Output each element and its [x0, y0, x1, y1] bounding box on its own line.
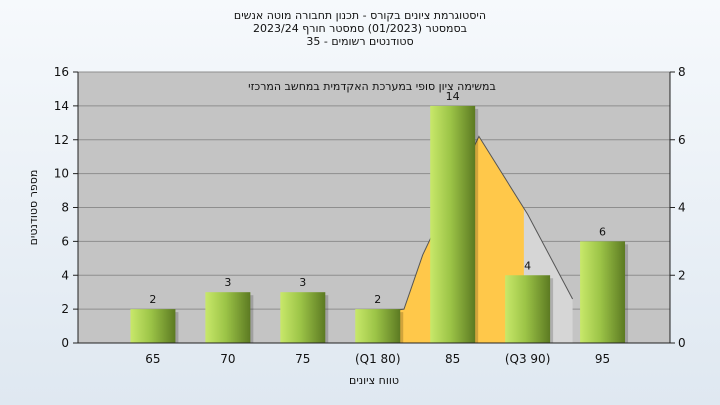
chart-title-line-3: סטודנטים רשומים - 35	[306, 35, 414, 48]
y-tick-label: 10	[54, 167, 69, 181]
bars-group	[130, 105, 629, 343]
y2-tick-label: 2	[678, 268, 686, 282]
x-tick-label: (Q1 80)	[355, 352, 401, 366]
data-label: 3	[299, 276, 306, 289]
y-axis-title: מספר סטודנטים	[27, 170, 40, 246]
x-tick-label: 65	[145, 352, 160, 366]
x-tick-label: 70	[220, 352, 235, 366]
bar	[130, 309, 176, 343]
data-label: 4	[524, 259, 531, 272]
data-label: 14	[446, 90, 460, 103]
y-tick-label: 2	[61, 302, 69, 316]
bar	[355, 309, 401, 343]
x-axis-title: טווח ציונים	[349, 374, 399, 387]
data-labels-group: 2 3 3 2 14 4 6	[149, 90, 606, 306]
y-tick-label: 4	[61, 268, 69, 282]
data-label: 2	[149, 293, 156, 306]
x-tick-label: (Q3 90)	[505, 352, 551, 366]
y2-tick-label: 4	[678, 201, 686, 215]
y2-tick-label: 0	[678, 336, 686, 350]
y2-tick-label: 6	[678, 133, 686, 147]
bar	[280, 292, 326, 343]
data-label: 2	[374, 293, 381, 306]
y2-tick-label: 8	[678, 65, 686, 79]
data-label: 3	[224, 276, 231, 289]
bar	[205, 292, 251, 343]
chart-title-line-2: בסמסטר (01/2023) סמסטר חורף 2023/24	[253, 22, 467, 35]
y-tick-label: 14	[54, 99, 69, 113]
bar	[430, 105, 476, 343]
x-tick-label: 95	[595, 352, 610, 366]
bar	[505, 275, 551, 343]
x-tick-label: 75	[295, 352, 310, 366]
chart-annotation: במשימה ציון סופי במערכת האקדמית במחשב המ…	[248, 80, 496, 93]
x-tick-label: 85	[445, 352, 460, 366]
y-tick-label: 6	[61, 234, 69, 248]
data-label: 6	[599, 225, 606, 238]
y-tick-label: 0	[61, 336, 69, 350]
y-tick-label: 16	[54, 65, 69, 79]
axes-group: 0 2 4 6 8 10 12 14 16 0 2 4 6 8 65 70 75 (Q1 80) 85 (Q3 90)…	[54, 65, 686, 366]
bar	[580, 241, 626, 343]
y-tick-label: 12	[54, 133, 69, 147]
y-tick-label: 8	[61, 201, 69, 215]
chart-title-line-1: היסטוגרמת ציונים בקורס - תכנון תחבורה מו…	[233, 9, 487, 22]
